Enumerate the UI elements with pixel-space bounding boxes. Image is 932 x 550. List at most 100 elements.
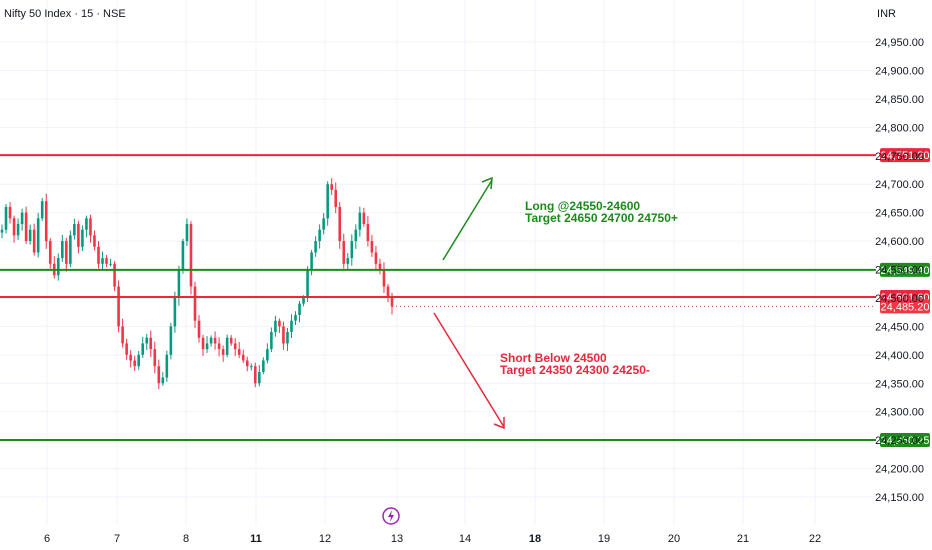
- price-axis: 24,150.00 24,200.00 24,250.00 24,300.00 24,3…: [875, 37, 924, 504]
- candle-body: [245, 360, 249, 367]
- x-tick-label: 8: [183, 533, 189, 545]
- candle-body: [165, 354, 169, 378]
- candle-body: [185, 224, 189, 242]
- y-tick-label: 24,250.00: [875, 435, 924, 447]
- candle-body: [4, 206, 8, 230]
- candle-body: [262, 360, 265, 372]
- candle-body: [346, 258, 350, 264]
- candle-body: [44, 201, 48, 242]
- trade-arrows: [433, 176, 505, 430]
- x-tick-label: 14: [459, 533, 471, 545]
- candle-body: [169, 326, 173, 355]
- x-tick-label: 22: [809, 533, 821, 545]
- y-tick-label: 24,450.00: [875, 321, 924, 333]
- candle-body: [81, 229, 84, 247]
- y-tick-label: 24,200.00: [875, 464, 924, 476]
- lightning-glyph: [388, 510, 394, 522]
- candle-body: [354, 229, 358, 242]
- candle-body: [274, 320, 277, 333]
- candle-body: [294, 315, 297, 321]
- long-annotation: Long @24550-24600 Target 24650 24700 247…: [525, 200, 678, 224]
- candle-body: [85, 218, 88, 230]
- candle-body: [153, 349, 157, 367]
- level-price-tag: [880, 262, 930, 277]
- candle-body: [209, 337, 213, 344]
- candle-body: [205, 343, 209, 350]
- candle-body: [137, 354, 141, 367]
- candle-body: [217, 343, 221, 350]
- candle-body: [24, 212, 28, 242]
- candle-body: [286, 332, 289, 344]
- long-target-text: Target 24650 24700 24750+: [525, 211, 678, 225]
- candle-body: [366, 224, 370, 242]
- candle-body: [225, 337, 229, 355]
- candle-body: [157, 366, 161, 384]
- candlesticks: [0, 178, 394, 390]
- candle-body: [12, 218, 16, 236]
- y-tick-label: 24,150.00: [875, 492, 924, 504]
- candle-body: [181, 241, 185, 270]
- candle-body: [36, 218, 40, 253]
- candle-body: [149, 337, 153, 350]
- long-arrowhead: [481, 176, 493, 190]
- y-tick-label: 24,950.00: [875, 37, 924, 49]
- y-tick-label: 24,750.00: [875, 151, 924, 163]
- candle-body: [145, 337, 149, 344]
- x-tick-label: 13: [391, 533, 403, 545]
- last-price-label: 24,485.20: [881, 301, 930, 313]
- candle-body: [8, 206, 12, 219]
- level-price-tag: [880, 148, 930, 163]
- candle-body: [229, 337, 233, 344]
- candle-body: [237, 349, 241, 355]
- y-tick-label: 24,350.00: [875, 378, 924, 390]
- candle-body: [233, 343, 237, 350]
- grid: [0, 0, 876, 525]
- y-tick-label: 24,600.00: [875, 236, 924, 248]
- candle-body: [117, 286, 120, 327]
- candle-body: [213, 337, 217, 344]
- event-marker[interactable]: [382, 507, 400, 525]
- x-tick-label: 11: [250, 533, 262, 545]
- long-arrow[interactable]: [442, 179, 493, 261]
- candle-body: [342, 241, 346, 264]
- candle-body: [40, 201, 44, 219]
- candle-body: [197, 320, 201, 338]
- candle-body: [249, 366, 253, 368]
- candle-body: [89, 218, 92, 236]
- x-tick-label: 12: [319, 533, 331, 545]
- candle-body: [121, 326, 124, 344]
- candle-body: [253, 366, 257, 384]
- candle-body: [61, 241, 64, 259]
- candle-body: [358, 212, 362, 230]
- candle-body: [282, 326, 285, 344]
- candle-body: [133, 360, 136, 367]
- long-entry-text: Long @24550-24600: [525, 199, 641, 213]
- candle-body: [290, 320, 293, 333]
- level-price-label: 24,250.25: [881, 435, 930, 447]
- candle-body: [350, 241, 354, 259]
- candle-body: [189, 224, 193, 287]
- symbol-title: Nifty 50 Index · 15 · NSE: [4, 8, 126, 20]
- candle-body: [378, 263, 382, 270]
- candle-body: [113, 263, 116, 287]
- candle-body: [266, 349, 269, 361]
- candle-body: [93, 235, 96, 247]
- time-axis: 6 7 8 11 12 13 14 18 19 20 21 22: [44, 533, 821, 545]
- candle-body: [241, 354, 245, 361]
- level-price-label: 24,751.20: [881, 150, 930, 162]
- candle-body: [65, 241, 68, 264]
- y-tick-label: 24,850.00: [875, 94, 924, 106]
- y-tick-label: 24,700.00: [875, 179, 924, 191]
- candle-body: [382, 269, 386, 287]
- candle-body: [173, 297, 177, 327]
- candle-body: [129, 354, 132, 361]
- candle-body: [161, 377, 165, 384]
- y-tick-label: 24,300.00: [875, 407, 924, 419]
- candle-body: [310, 252, 313, 270]
- candle-body: [73, 224, 76, 236]
- short-arrow[interactable]: [433, 312, 505, 428]
- candle-body: [334, 189, 338, 207]
- y-tick-label: 24,800.00: [875, 122, 924, 134]
- candle-body: [302, 297, 305, 304]
